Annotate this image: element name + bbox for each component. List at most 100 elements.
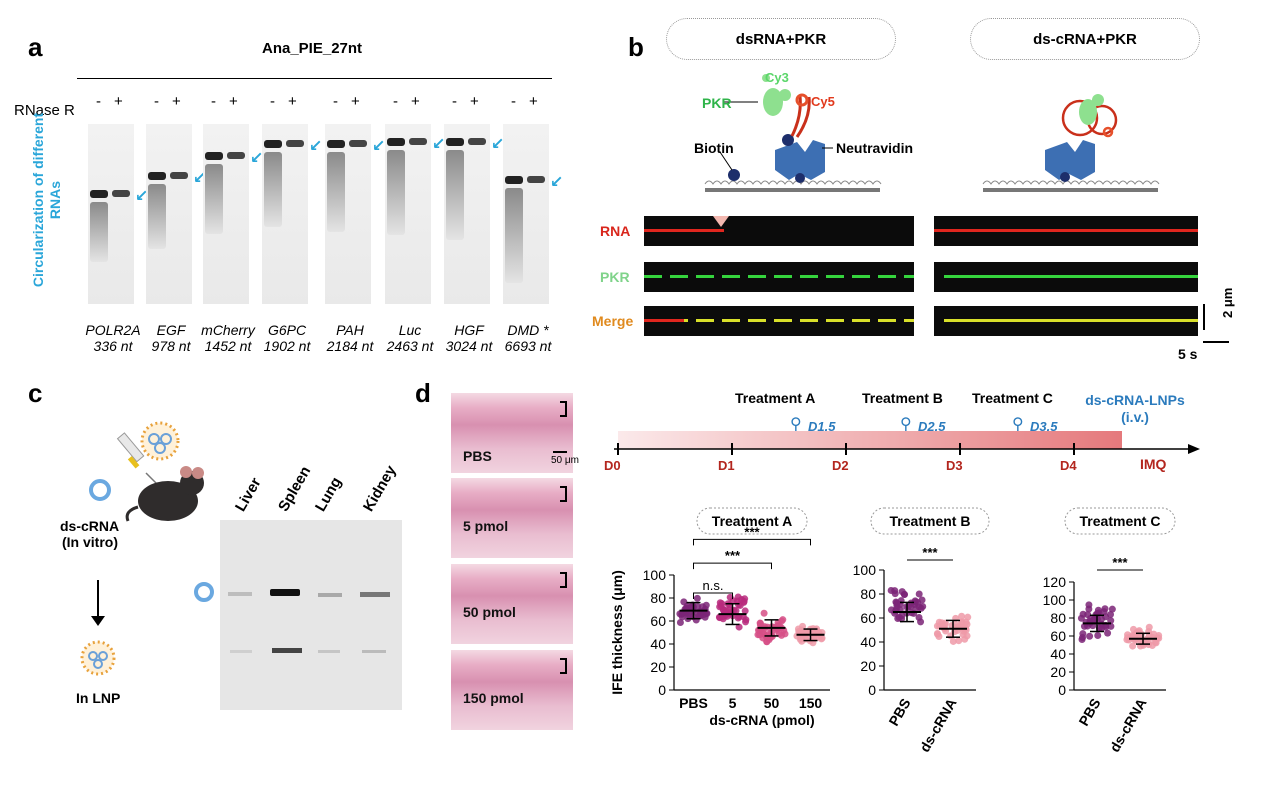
gene-name: mCherry — [201, 322, 255, 338]
gene-length: 2184 nt — [326, 338, 374, 354]
y-tick-label: 0 — [868, 682, 876, 698]
data-point — [1077, 614, 1085, 622]
scale-x-label: 5 s — [1178, 346, 1198, 362]
y-tick-label: 120 — [1043, 574, 1067, 590]
data-point — [1078, 636, 1086, 644]
rnase-plus: + — [351, 93, 360, 110]
panel-a-rule — [77, 78, 552, 79]
data-point — [1094, 631, 1102, 639]
data-point — [734, 593, 742, 601]
day-label: D1 — [718, 458, 735, 473]
chart-title-pill — [696, 507, 808, 535]
data-point — [935, 632, 943, 640]
significance-label: n.s. — [703, 578, 724, 593]
imq-label: IMQ — [1140, 456, 1167, 472]
gene-length: 1902 nt — [263, 338, 311, 354]
neutravidin-right — [1045, 140, 1095, 180]
scale-y-label: 2 μm — [1220, 287, 1235, 318]
band-arrow-icon: ↙ — [491, 136, 505, 153]
injection-pin-icon: ⚲ — [1012, 416, 1024, 433]
ds-crna-sub: (In vitro) — [62, 534, 118, 550]
panel-a-ylabel: Circularization of different RNAs — [30, 112, 63, 288]
data-point — [964, 613, 972, 621]
gel-lane — [503, 124, 549, 304]
rnase-minus: - — [393, 93, 398, 110]
data-point — [1097, 624, 1105, 632]
data-point — [958, 612, 966, 620]
significance-label: *** — [725, 548, 741, 563]
data-point — [1084, 611, 1092, 619]
data-point — [949, 637, 957, 645]
rnase-minus: - — [154, 93, 159, 110]
data-point — [898, 588, 906, 596]
category-label: ds-cRNA — [1106, 696, 1149, 755]
y-tick-label: 0 — [658, 682, 666, 698]
data-point — [1101, 605, 1109, 613]
data-point — [741, 607, 749, 615]
significance-bracket — [693, 562, 772, 570]
rnase-plus: + — [229, 93, 238, 110]
data-point — [757, 625, 765, 633]
gene-name: PAH — [336, 322, 364, 338]
data-point — [817, 635, 825, 643]
biotin-label: Biotin — [694, 140, 734, 156]
data-point — [891, 609, 899, 617]
y-tick-label: 60 — [1050, 628, 1066, 644]
data-point — [1149, 633, 1157, 641]
tissue-label: Lung — [312, 474, 346, 515]
arrow-shaft — [97, 580, 99, 620]
y-tick-label: 20 — [650, 659, 666, 675]
data-point — [887, 586, 895, 594]
category-label: PBS — [679, 695, 708, 711]
rnase-label: RNase R — [14, 102, 75, 119]
category-label: 50 — [764, 695, 780, 711]
category-label: PBS — [1075, 696, 1103, 729]
panel-label-b: b — [628, 32, 644, 62]
kymograph-dsrna — [644, 306, 914, 336]
data-point — [1124, 631, 1132, 639]
tissue-label: Liver — [232, 474, 265, 515]
chart-title-pill — [870, 507, 990, 535]
day-tick — [959, 443, 961, 455]
he-section: 50 pmol — [451, 564, 573, 644]
rnase-minus: - — [511, 93, 516, 110]
y-tick-label: 40 — [1050, 646, 1066, 662]
y-tick-label: 20 — [1050, 664, 1066, 680]
significance-label: *** — [744, 524, 760, 539]
y-tick-label: 60 — [650, 613, 666, 629]
data-point — [1104, 629, 1112, 637]
band-arrow-icon: ↙ — [372, 138, 386, 155]
y-tick-label: 100 — [853, 562, 877, 578]
y-tick-label: 40 — [860, 634, 876, 650]
gel-lane — [88, 124, 134, 304]
chart-title: Treatment B — [890, 513, 971, 529]
he-scale-label: 50 μm — [551, 455, 579, 466]
y-tick-label: 80 — [860, 586, 876, 602]
circrna-marker-icon — [194, 582, 214, 602]
gene-name: EGF — [156, 322, 186, 338]
data-point — [742, 618, 750, 626]
syringe-icon — [116, 432, 157, 484]
gene-name: HGF — [454, 322, 484, 338]
day-tick — [617, 443, 619, 455]
gel-lane — [325, 124, 371, 304]
arrow-down-icon — [91, 616, 105, 626]
data-point — [729, 597, 737, 605]
data-point — [680, 598, 688, 606]
data-point — [1107, 617, 1115, 625]
y-tick-label: 0 — [1058, 682, 1066, 698]
data-point — [915, 603, 923, 611]
data-point — [735, 623, 743, 631]
northern-blot — [220, 520, 402, 710]
significance-label: *** — [922, 545, 938, 560]
neutravidin-left — [775, 140, 825, 180]
day-tick — [845, 443, 847, 455]
y-tick-label: 80 — [1050, 610, 1066, 626]
data-point — [955, 637, 963, 645]
data-point — [1155, 634, 1163, 642]
band-arrow-icon: ↙ — [250, 150, 264, 167]
dose-day-label: D1.5 — [808, 419, 836, 434]
he-dose-label: 150 pmol — [463, 690, 524, 706]
rnase-plus: + — [172, 93, 181, 110]
lnp-icon-bottom — [80, 640, 116, 676]
